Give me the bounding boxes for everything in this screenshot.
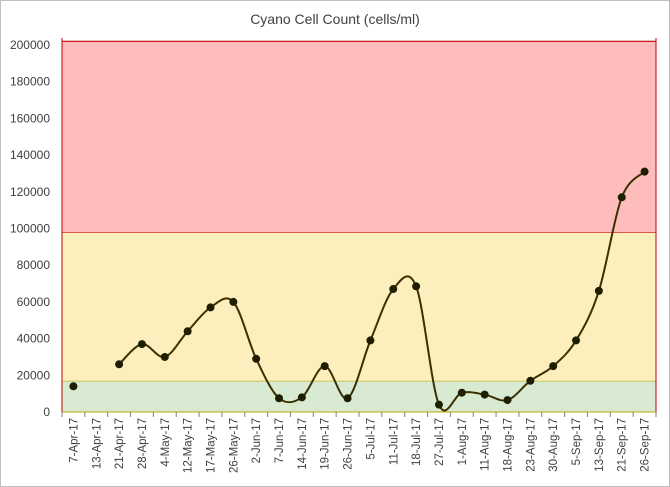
- data-point: [115, 360, 124, 369]
- x-tick-label: 13-Sep-17: [594, 418, 606, 472]
- x-tick-label: 30-Aug-17: [548, 418, 560, 472]
- data-point: [160, 352, 169, 361]
- x-tick-label: 11-Jul-17: [388, 418, 400, 465]
- data-point: [137, 340, 146, 349]
- x-tick-label: 27-Jul-17: [434, 418, 446, 466]
- data-point: [503, 396, 512, 405]
- x-tick-label: 21-Apr-17: [114, 418, 126, 469]
- x-tick-label: 1-Aug-17: [457, 418, 469, 465]
- x-tick-label: 18-Aug-17: [503, 418, 515, 472]
- y-tick-label: 100000: [10, 222, 50, 236]
- x-tick-label: 17-May-17: [206, 418, 218, 473]
- data-point: [389, 285, 398, 294]
- data-point: [206, 303, 215, 312]
- band-0: [62, 380, 656, 412]
- data-point: [412, 282, 421, 291]
- x-tick-label: 23-Aug-17: [525, 418, 537, 472]
- x-tick-label: 21-Sep-17: [617, 418, 629, 472]
- y-tick-label: 0: [43, 405, 50, 419]
- data-point: [640, 167, 649, 176]
- x-tick-label: 19-Jun-17: [320, 418, 332, 470]
- data-point: [343, 394, 352, 403]
- band-1: [62, 232, 656, 381]
- x-tick-label: 4-May-17: [160, 418, 172, 467]
- y-tick-label: 140000: [10, 148, 50, 162]
- y-tick-label: 160000: [10, 111, 50, 125]
- data-point: [594, 286, 603, 295]
- y-tick-label: 180000: [10, 75, 50, 89]
- data-point: [480, 390, 489, 399]
- x-tick-label: 7-Jun-17: [274, 418, 286, 463]
- data-point: [183, 327, 192, 336]
- x-tick-label: 18-Jul-17: [411, 418, 423, 466]
- band-2: [62, 41, 656, 233]
- x-tick-label: 5-Sep-17: [571, 418, 583, 465]
- y-tick-label: 40000: [17, 332, 51, 346]
- x-tick-label: 26-May-17: [228, 418, 240, 473]
- chart-title: Cyano Cell Count (cells/ml): [250, 11, 420, 27]
- data-point: [69, 382, 78, 391]
- y-tick-label: 20000: [17, 368, 51, 382]
- data-point: [457, 388, 466, 397]
- x-tick-label: 12-May-17: [183, 418, 195, 473]
- data-point: [434, 400, 443, 409]
- x-tick-label: 11-Aug-17: [480, 418, 492, 471]
- data-point: [297, 393, 306, 402]
- y-tick-label: 120000: [10, 185, 50, 199]
- data-point: [549, 362, 558, 371]
- x-tick-label: 2-Jun-17: [251, 418, 263, 463]
- y-tick-label: 200000: [10, 38, 50, 52]
- x-tick-label: 5-Jul-17: [365, 418, 377, 460]
- data-point: [320, 362, 329, 371]
- data-point: [229, 297, 238, 306]
- data-point: [572, 336, 581, 345]
- x-tick-label: 14-Jun-17: [297, 418, 309, 470]
- x-tick-label: 26-Jun-17: [343, 418, 355, 470]
- y-tick-label: 60000: [17, 295, 51, 309]
- x-tick-label: 28-Apr-17: [137, 418, 149, 469]
- data-point: [526, 376, 535, 385]
- x-tick-label: 7-Apr-17: [68, 418, 80, 463]
- data-point: [617, 193, 626, 202]
- data-point: [366, 336, 375, 345]
- x-tick-label: 13-Apr-17: [91, 418, 103, 469]
- data-point: [252, 354, 261, 363]
- x-tick-label: 26-Sep-17: [640, 418, 652, 472]
- y-tick-label: 80000: [17, 258, 51, 272]
- data-point: [275, 394, 284, 403]
